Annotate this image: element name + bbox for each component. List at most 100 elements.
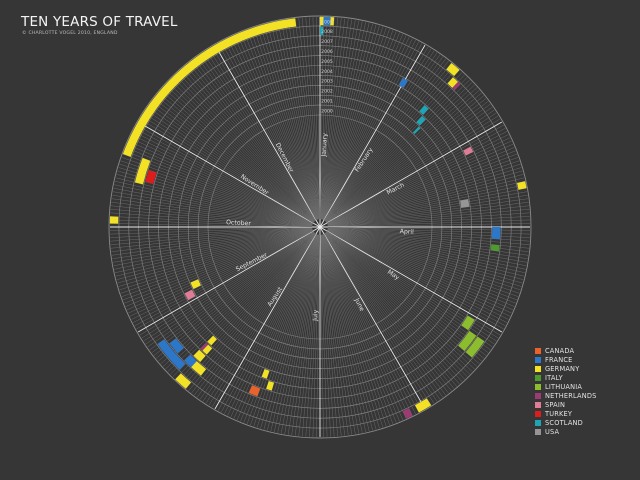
- day-spoke: [320, 234, 345, 436]
- legend-label: CANADA: [545, 346, 575, 355]
- day-spoke: [124, 229, 313, 304]
- day-spoke: [323, 233, 429, 408]
- day-spoke: [131, 134, 313, 224]
- day-spoke: [327, 163, 521, 225]
- trip-france-2008: [157, 339, 186, 370]
- legend-item-spain: SPAIN: [535, 400, 597, 409]
- day-spoke: [196, 56, 316, 221]
- day-spoke: [191, 233, 316, 394]
- day-spoke: [211, 46, 317, 221]
- day-spoke: [291, 234, 320, 436]
- day-spoke: [120, 229, 313, 294]
- day-spoke: [324, 56, 444, 221]
- legend: CANADA FRANCE GERMANY ITALY LITHUANIA NETHERL…: [535, 346, 597, 436]
- day-spoke: [327, 143, 514, 225]
- trip-spain-2003: [184, 289, 196, 301]
- year-label-2006: 2006: [321, 49, 333, 55]
- day-spoke: [327, 167, 522, 225]
- day-spokes: [110, 17, 530, 437]
- day-spoke: [162, 232, 315, 367]
- day-spoke: [110, 219, 313, 227]
- day-spoke: [327, 228, 528, 263]
- trip-germany-2004: [207, 335, 217, 346]
- day-spoke: [327, 174, 524, 226]
- day-spoke: [230, 36, 317, 220]
- day-spoke: [320, 18, 342, 220]
- day-spoke: [111, 202, 313, 227]
- legend-item-lithuania: LITHUANIA: [535, 382, 597, 391]
- day-spoke: [325, 232, 463, 382]
- day-spoke: [324, 233, 452, 392]
- day-spoke: [327, 230, 511, 317]
- trip-netherlands-2005: [200, 342, 209, 351]
- day-spoke: [305, 234, 320, 437]
- day-spoke: [205, 50, 316, 221]
- day-spoke: [325, 232, 465, 380]
- day-spoke: [284, 19, 319, 220]
- day-spoke: [122, 153, 313, 225]
- day-spoke: [136, 124, 314, 224]
- trip-marks: [109, 16, 527, 419]
- day-spoke: [327, 219, 530, 227]
- day-spoke: [323, 234, 407, 419]
- day-spoke: [267, 234, 319, 431]
- day-spoke: [327, 229, 519, 297]
- trip-germany-2009: [122, 18, 297, 157]
- legend-label: GERMANY: [545, 364, 580, 373]
- page-title: TEN YEARS OF TRAVEL: [21, 14, 178, 30]
- day-spoke: [162, 87, 315, 222]
- trip-scotland-2002: [412, 126, 421, 135]
- trip-usa-2003: [460, 199, 470, 208]
- day-spoke: [323, 233, 423, 411]
- day-spoke: [321, 234, 356, 435]
- day-spoke: [322, 32, 400, 220]
- year-label-2002: 2002: [321, 89, 333, 95]
- credit-line: © CHARLOTTE VOGEL 2010, ENGLAND: [22, 31, 118, 36]
- day-spoke: [277, 234, 319, 433]
- day-spoke: [132, 230, 313, 323]
- day-spoke: [327, 205, 529, 227]
- day-spoke: [322, 234, 394, 425]
- day-spoke: [324, 48, 432, 221]
- day-spoke: [287, 234, 320, 435]
- day-spoke: [118, 229, 313, 287]
- year-ring: [108, 15, 532, 439]
- day-spoke: [253, 27, 318, 220]
- day-spoke: [110, 216, 313, 227]
- day-spoke: [256, 234, 318, 428]
- trip-france-2007: [169, 338, 184, 354]
- legend-swatch: [535, 383, 541, 390]
- trip-germany-2009: [414, 398, 432, 413]
- legend-swatch: [535, 347, 541, 354]
- day-spoke: [230, 234, 317, 418]
- day-spoke: [327, 230, 508, 323]
- legend-label: SPAIN: [545, 400, 566, 409]
- day-spoke: [131, 230, 313, 320]
- day-spoke: [280, 20, 319, 220]
- day-spoke: [312, 17, 320, 220]
- day-spoke: [165, 84, 315, 222]
- day-spoke: [270, 234, 319, 432]
- day-spoke: [327, 228, 526, 270]
- day-spoke: [326, 231, 487, 356]
- day-spoke: [263, 24, 319, 220]
- day-spoke: [199, 54, 316, 221]
- day-spoke: [326, 231, 489, 353]
- month-label-october: October: [226, 219, 252, 227]
- day-spoke: [327, 177, 525, 226]
- day-spoke: [321, 234, 360, 434]
- day-spoke: [155, 231, 314, 359]
- day-spoke: [129, 137, 313, 224]
- day-spoke: [325, 232, 470, 375]
- month-divider: [214, 226, 321, 410]
- day-spoke: [320, 17, 338, 220]
- day-spoke: [175, 74, 315, 222]
- legend-swatch: [535, 410, 541, 417]
- day-spoke: [217, 233, 317, 411]
- day-spoke: [327, 229, 515, 307]
- day-spoke: [325, 79, 470, 222]
- day-spoke: [324, 233, 438, 402]
- day-spoke: [327, 137, 511, 224]
- day-spoke: [153, 98, 314, 223]
